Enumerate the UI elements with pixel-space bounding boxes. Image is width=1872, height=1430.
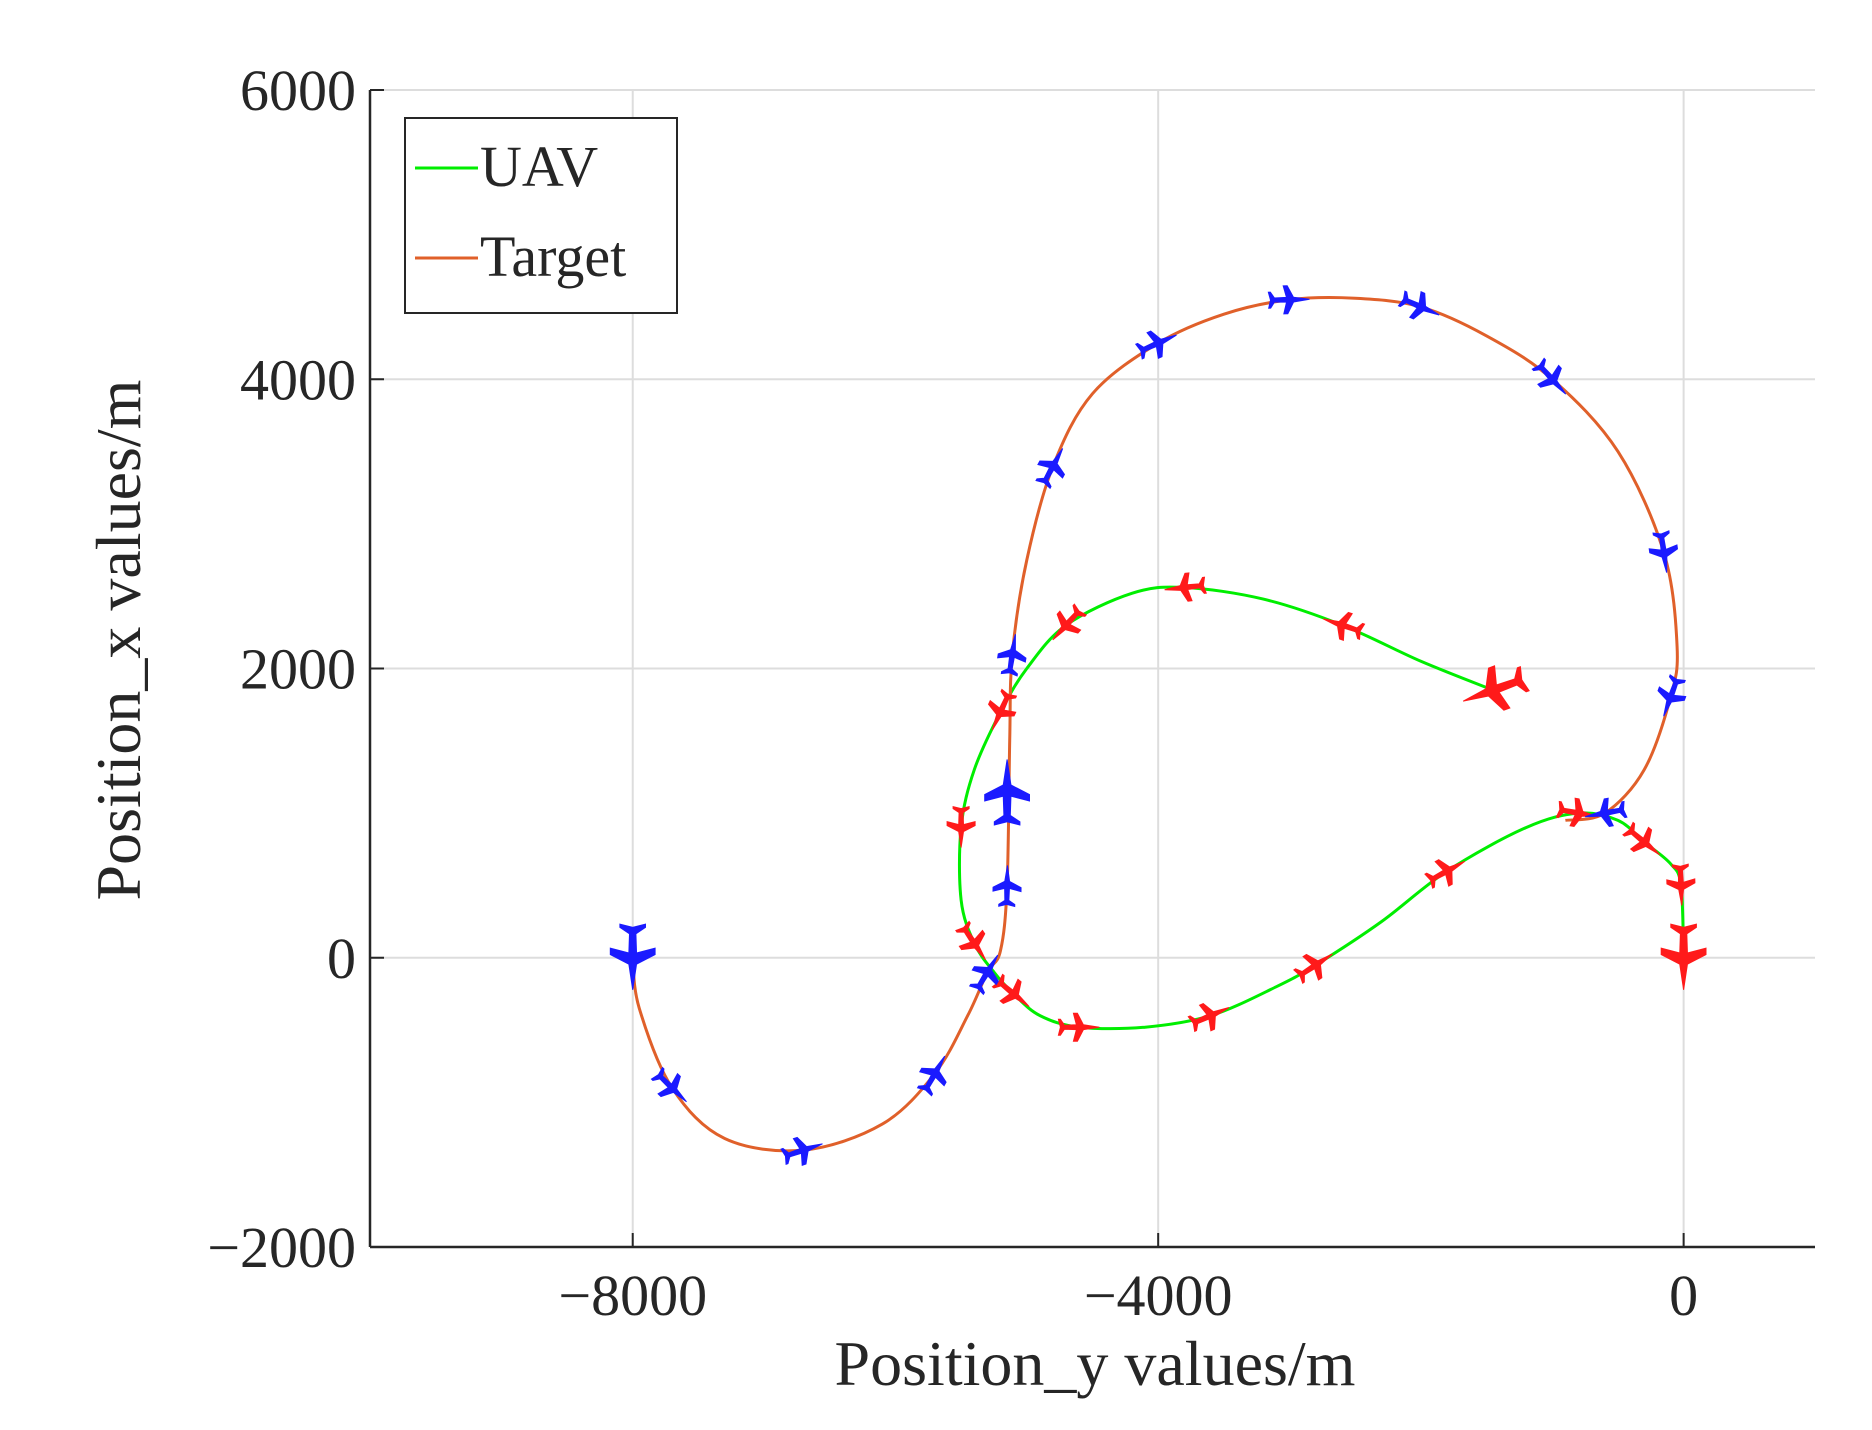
x-tick-label: −4000	[1084, 1263, 1233, 1328]
target-heading-marker-shape	[650, 1066, 687, 1103]
x-tick-label: 0	[1669, 1263, 1698, 1328]
uav-heading-marker	[1293, 953, 1333, 985]
target-heading-marker	[997, 634, 1027, 677]
target-heading-marker	[1397, 290, 1440, 320]
axes	[368, 89, 1815, 1249]
target-heading-marker	[916, 1055, 947, 1097]
target-heading-marker-shape	[968, 954, 999, 996]
uav-heading-marker-shape	[1622, 821, 1661, 856]
uav-end-marker-shape	[1462, 665, 1530, 711]
uav-heading-marker	[1622, 821, 1661, 856]
legend-box	[404, 117, 678, 314]
uav-heading-marker	[991, 973, 1030, 1008]
target-heading-marker-shape	[1584, 797, 1628, 828]
uav-heading-marker	[1666, 863, 1696, 906]
tick-labels: −8000 −4000 0 −2000 0 2000 4000 6000	[207, 58, 1698, 1328]
target-heading-marker	[992, 865, 1022, 908]
target-heading-marker	[1584, 797, 1628, 828]
uav-heading-marker	[1057, 1012, 1100, 1042]
x-axis-title: Position_y values/m	[835, 1328, 1356, 1399]
target-start-marker-shape	[609, 923, 656, 990]
target-heading-marker	[968, 954, 999, 996]
target-start-marker	[609, 923, 656, 990]
target-heading-marker-shape	[1035, 448, 1066, 490]
y-tick-label: 2000	[240, 637, 356, 702]
y-tick-label: 0	[327, 926, 356, 991]
target-heading-marker	[1648, 530, 1679, 573]
uav-heading-marker	[955, 920, 987, 961]
uav-end-marker	[1462, 665, 1530, 711]
legend-label-target: Target	[480, 224, 626, 289]
target-heading-marker-shape	[1531, 357, 1567, 395]
uav-heading-marker	[1164, 572, 1207, 602]
target-heading-marker-shape	[1134, 330, 1177, 360]
target-heading-marker	[1657, 674, 1687, 717]
y-tick-label: 6000	[240, 58, 356, 123]
uav-heading-marker	[1555, 797, 1599, 828]
uav-heading-marker	[1322, 611, 1366, 641]
uav-heading-marker-shape	[991, 973, 1030, 1008]
aircraft-markers	[609, 285, 1707, 1166]
legend-label-uav: UAV	[480, 134, 598, 199]
y-tick-label: −2000	[207, 1215, 356, 1280]
y-tick-label: 4000	[240, 347, 356, 412]
target-heading-marker-shape	[1397, 290, 1440, 320]
target-heading-marker-shape	[780, 1136, 823, 1166]
target-heading-marker-shape	[1267, 285, 1310, 315]
uav-heading-marker-shape	[1057, 1012, 1100, 1042]
uav-heading-marker-shape	[946, 805, 976, 848]
target-heading-marker	[1035, 448, 1066, 490]
legend: UAV Target	[404, 117, 678, 314]
uav-heading-marker-shape	[1052, 603, 1088, 641]
series-target-line	[631, 296, 1679, 1153]
target-heading-marker	[1134, 330, 1177, 360]
uav-heading-marker-shape	[1666, 863, 1696, 906]
uav-heading-marker-shape	[955, 920, 987, 961]
target-heading-marker	[780, 1136, 823, 1166]
target-heading-marker-shape	[992, 865, 1022, 908]
target-end-marker-shape	[984, 759, 1030, 826]
target-heading-marker	[1267, 285, 1310, 315]
uav-start-marker-shape	[1660, 923, 1707, 990]
target-heading-marker-shape	[916, 1055, 947, 1097]
uav-start-marker	[1660, 923, 1707, 990]
uav-heading-marker-shape	[1164, 572, 1207, 602]
uav-heading-marker	[987, 688, 1018, 731]
uav-heading-marker-shape	[1322, 611, 1366, 641]
uav-heading-marker-shape	[1187, 1003, 1230, 1033]
target-heading-marker	[1531, 357, 1567, 395]
target-end-marker	[984, 759, 1030, 826]
uav-heading-marker-shape	[1293, 953, 1333, 985]
uav-heading-marker	[1424, 859, 1466, 889]
target-heading-marker-shape	[1648, 530, 1679, 573]
uav-heading-marker	[946, 805, 976, 848]
uav-heading-marker	[1052, 603, 1088, 641]
x-tick-label: −8000	[558, 1263, 707, 1328]
uav-heading-marker-shape	[987, 688, 1018, 731]
uav-heading-marker	[1187, 1003, 1230, 1033]
target-heading-marker	[650, 1066, 687, 1103]
uav-heading-marker-shape	[1555, 797, 1599, 828]
target-heading-marker-shape	[997, 634, 1027, 677]
uav-heading-marker-shape	[1424, 859, 1466, 889]
y-axis-title: Position_x values/m	[83, 380, 154, 901]
target-heading-marker-shape	[1657, 674, 1687, 717]
